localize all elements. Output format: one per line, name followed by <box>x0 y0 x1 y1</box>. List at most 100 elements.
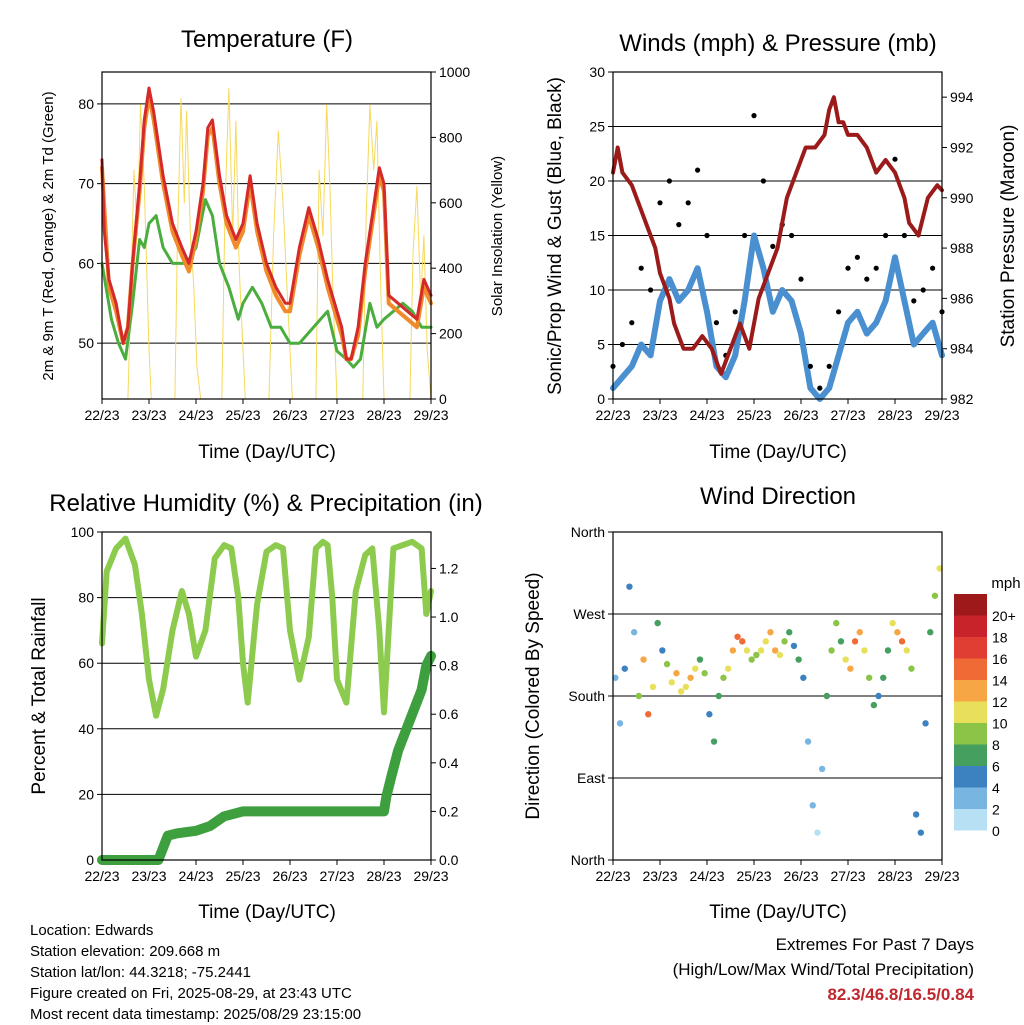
gust-point <box>629 320 635 326</box>
extremes-title: Extremes For Past 7 Days <box>775 935 974 954</box>
direction-point <box>654 619 661 627</box>
legend-label: 4 <box>992 780 1000 796</box>
y2-tick-label: 0.2 <box>439 803 459 819</box>
x-tick-label: 24/23 <box>689 407 724 423</box>
legend-swatch <box>954 637 987 659</box>
x-tick-label: 25/23 <box>225 407 260 423</box>
direction-point <box>828 647 835 654</box>
direction-point <box>880 674 887 681</box>
x-tick-label: 25/23 <box>225 868 260 884</box>
x-tick-label: 29/23 <box>924 407 959 423</box>
x-tick-label: 27/23 <box>319 868 354 884</box>
wind-speed-band <box>610 232 945 402</box>
y2-tick-label: 1.0 <box>439 609 459 625</box>
gust-point <box>826 363 832 369</box>
x-tick-label: 25/23 <box>736 407 771 423</box>
rh-x-label: Time (Day/UTC) <box>198 902 336 923</box>
station-location: Location: Edwards <box>30 922 154 939</box>
direction-point <box>903 647 910 654</box>
direction-point <box>795 656 802 663</box>
plot-frame <box>101 531 432 861</box>
gust-point <box>751 113 757 119</box>
legend-label: 6 <box>992 758 1000 774</box>
y-tick-label: 5 <box>597 337 605 353</box>
direction-point <box>922 720 929 727</box>
gust-point <box>770 243 776 249</box>
direction-point <box>682 683 690 691</box>
gust-point <box>676 222 682 228</box>
x-tick-label: 24/23 <box>689 868 724 884</box>
pressure-line <box>611 95 944 376</box>
direction-point <box>800 674 807 681</box>
humidity-line <box>99 535 434 719</box>
y2-tick-label: 992 <box>950 139 974 155</box>
gust-point <box>713 320 720 326</box>
direction-point <box>626 583 633 590</box>
direction-point <box>687 674 694 681</box>
gust-point <box>920 287 926 293</box>
direction-point <box>786 629 793 636</box>
direction-point <box>612 674 619 681</box>
direction-point <box>936 565 943 572</box>
legend-label: 12 <box>992 694 1008 710</box>
plot-frame <box>101 71 432 400</box>
legend-swatch <box>954 680 987 702</box>
gust-point <box>789 232 795 239</box>
direction-point <box>898 638 906 645</box>
x-tick-label: 28/23 <box>366 868 401 884</box>
gust-point <box>873 265 879 271</box>
y-tick-label: West <box>573 606 605 622</box>
direction-point <box>645 711 652 718</box>
legend-label: 0 <box>992 823 1000 839</box>
direction-point <box>757 647 765 654</box>
direction-point <box>677 688 685 695</box>
direction-point <box>762 638 769 645</box>
gust-point <box>760 178 767 184</box>
legend-swatch <box>954 658 987 680</box>
y-tick-label: 40 <box>78 721 94 737</box>
x-tick-label: 23/23 <box>642 407 677 423</box>
y-tick-label: North <box>571 852 605 868</box>
gust-point <box>892 156 898 162</box>
direction-point <box>856 629 863 636</box>
x-tick-label: 23/23 <box>131 407 166 423</box>
extremes-values: 82.3/46.8/16.5/0.84 <box>827 985 974 1004</box>
y2-tick-label: 800 <box>439 129 463 145</box>
direction-point <box>720 674 727 681</box>
x-tick-label: 27/23 <box>319 407 354 423</box>
direction-point <box>884 647 892 654</box>
y-tick-label: 100 <box>71 524 95 540</box>
wind-chart-title: Winds (mph) & Pressure (mb) <box>619 30 936 57</box>
dir-y-label: Direction (Colored By Speed) <box>523 572 544 819</box>
direction-point <box>931 592 939 599</box>
gust-point <box>685 200 691 206</box>
plot-frame <box>612 71 943 400</box>
legend-swatch <box>954 701 987 723</box>
rainfall-line <box>97 650 436 865</box>
legend-swatch <box>954 615 987 637</box>
station-latlon: Station lat/lon: 44.3218; -75.2441 <box>30 964 252 981</box>
y2-tick-label: 1.2 <box>439 560 459 576</box>
direction-point <box>621 665 628 672</box>
gust-point <box>798 276 804 282</box>
temp-y-label: 2m & 9m T (Red, Orange) & 2m Td (Green) <box>40 91 57 380</box>
extremes-box: Extremes For Past 7 Days (High/Low/Max W… <box>673 932 974 1007</box>
gust-point <box>695 167 701 173</box>
direction-point <box>776 651 784 659</box>
rh-y-label: Percent & Total Rainfall <box>29 597 50 794</box>
y2-tick-label: 986 <box>950 290 974 306</box>
gust-point <box>845 265 851 271</box>
x-tick-label: 29/23 <box>413 868 448 884</box>
legend-swatch <box>954 787 987 809</box>
humidity-precip-panel: 0 20 40 60 80 100 0.0 0.2 0.4 0.6 0.8 1.0 1.2 22/23 23… <box>71 524 459 884</box>
y2-tick-label: 200 <box>439 326 463 342</box>
legend-swatch <box>954 766 987 788</box>
y2-tick-label: 0.6 <box>439 706 459 722</box>
legend-label: 20+ <box>992 608 1016 624</box>
direction-point <box>833 619 840 627</box>
temp-x-label: Time (Day/UTC) <box>198 442 336 463</box>
direction-point <box>724 665 732 672</box>
y-tick-label: 60 <box>78 255 94 271</box>
wind-y2-label: Station Pressure (Maroon) <box>998 125 1019 348</box>
